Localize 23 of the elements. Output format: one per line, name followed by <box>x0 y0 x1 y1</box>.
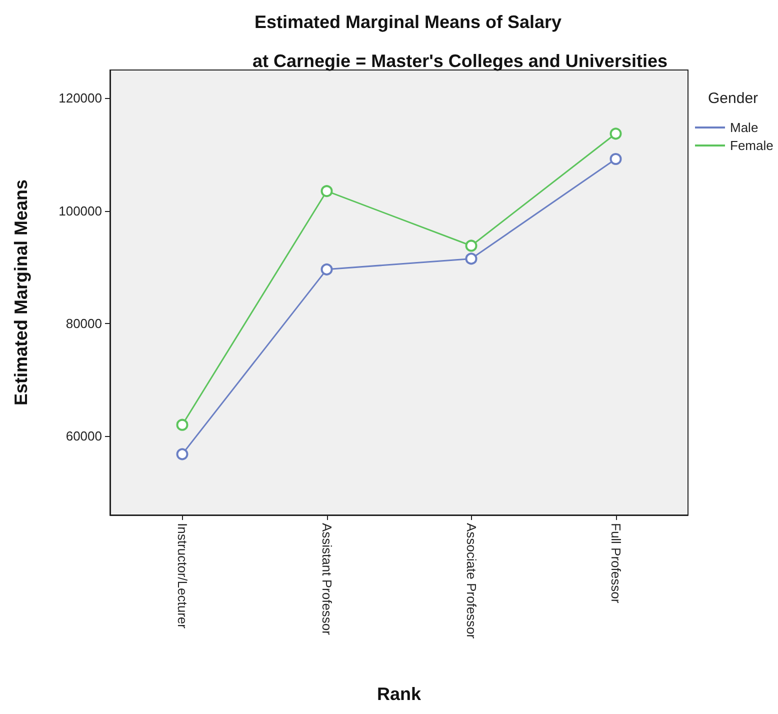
x-axis-title: Rank <box>376 684 422 704</box>
legend-label: Male <box>730 120 758 135</box>
x-tick-label: Instructor/Lecturer <box>174 523 190 630</box>
point <box>465 252 478 265</box>
x-tick-label: Full Professor <box>608 523 624 604</box>
point <box>465 240 478 252</box>
y-tick-label: 100000 <box>58 203 102 218</box>
x-tick-label: Associate Professor <box>464 523 479 640</box>
legend-label: Female <box>730 138 774 153</box>
legend-title: Gender <box>708 90 758 107</box>
y-axis-title: Estimated Marginal Means <box>11 179 31 406</box>
point <box>320 185 333 198</box>
point <box>176 448 188 460</box>
y-tick-label: 120000 <box>58 90 102 106</box>
chart-subtitle: at Carnegie = Master's Colleges and Universities <box>252 51 668 71</box>
point <box>320 263 333 276</box>
chart-title: Estimated Marginal Means of Salary <box>254 12 562 32</box>
point <box>176 418 188 431</box>
x-tick-label: Assistant Professor <box>319 523 334 636</box>
point <box>610 153 622 165</box>
point <box>610 128 622 140</box>
y-tick-label: 60000 <box>66 428 102 444</box>
y-tick-label: 80000 <box>66 316 102 331</box>
